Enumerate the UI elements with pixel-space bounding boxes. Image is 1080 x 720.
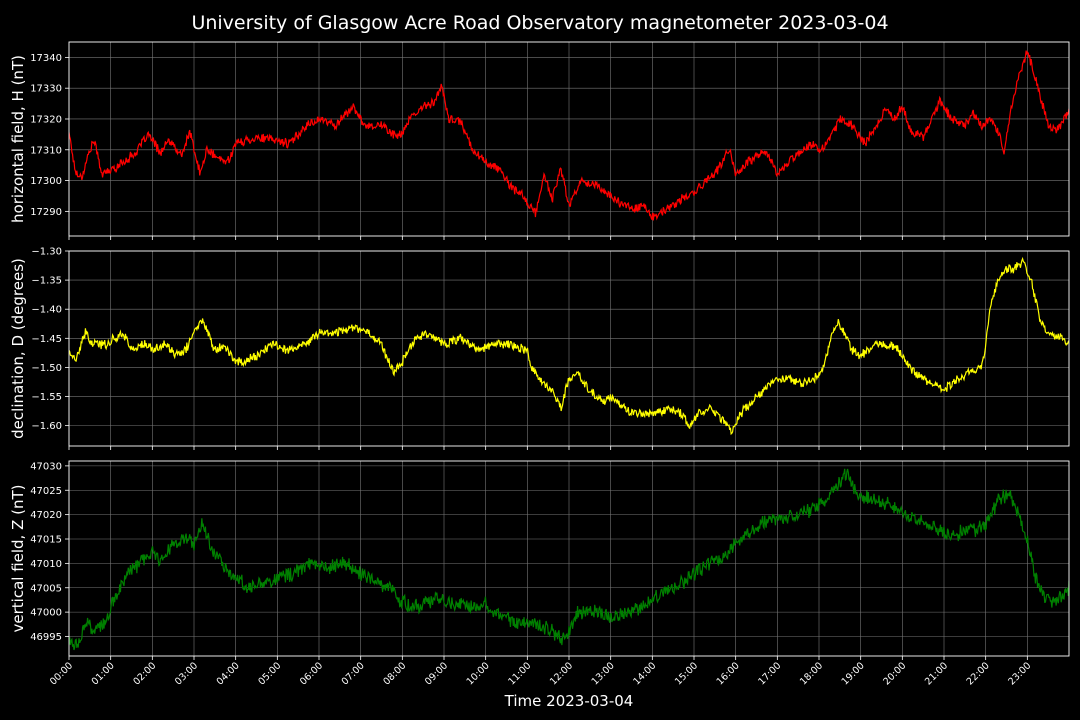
y-tick-label: 17300 [30, 176, 62, 187]
y-axis-label-D: declination, D (degrees) [9, 258, 27, 439]
y-tick-label: 47020 [30, 510, 62, 521]
series-line-D [69, 256, 1069, 436]
x-axis-label: Time 2023-03-04 [504, 692, 634, 710]
panel-D: −1.60 −1.55 −1.50 −1.45 −1.40 −1.35 −1.30 decli… [9, 247, 1070, 450]
y-tick-label: 47030 [30, 461, 62, 472]
y-tick-label: 47015 [30, 535, 62, 546]
y-tick-label: 47010 [30, 559, 62, 570]
series-line-H [69, 50, 1069, 221]
y-tick-label: −1.35 [31, 276, 62, 287]
y-tick-label: 17340 [30, 53, 62, 64]
panel-H: 17290 17300 17310 17320 17330 17340horizontal… [9, 41, 1070, 240]
y-tick-label: 47025 [30, 486, 62, 497]
y-tick-label: −1.55 [31, 392, 62, 403]
y-tick-label: 17330 [30, 84, 62, 95]
figure-title: University of Glasgow Acre Road Observat… [191, 12, 888, 34]
y-tick-label: 47005 [30, 583, 62, 594]
y-tick-label: −1.60 [31, 421, 62, 432]
y-tick-label: −1.50 [31, 363, 62, 374]
y-tick-label: 17290 [30, 207, 62, 218]
axes-frame [68, 460, 1070, 657]
y-tick-label: 17310 [30, 145, 62, 156]
y-tick-label: −1.30 [31, 247, 62, 258]
y-tick-label: −1.40 [31, 305, 62, 316]
axes-frame [68, 250, 1070, 447]
y-axis-label-H: horizontal field, H (nT) [9, 55, 27, 223]
y-axis-label-Z: vertical field, Z (nT) [9, 484, 27, 632]
y-tick-label: −1.45 [31, 334, 62, 345]
axes-frame [68, 41, 1070, 237]
series-line-Z [69, 468, 1069, 651]
y-tick-label: 17320 [30, 114, 62, 125]
y-tick-label: 46995 [30, 632, 62, 643]
y-tick-label: 47000 [30, 608, 62, 619]
